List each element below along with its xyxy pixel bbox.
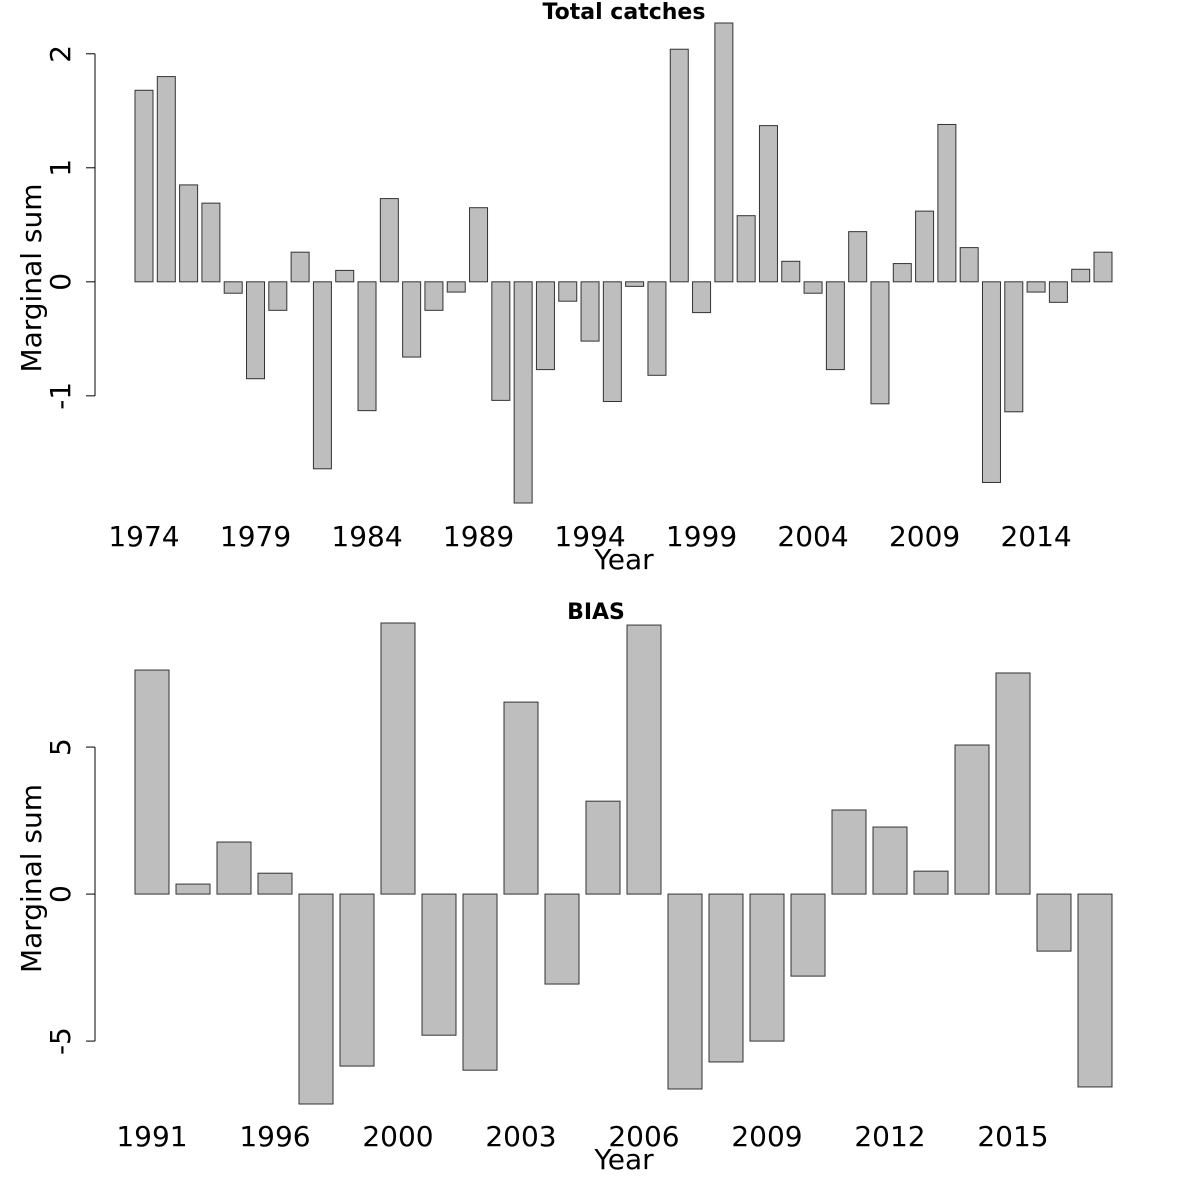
bar [134, 669, 170, 895]
x-tick-label: 1989 [443, 520, 514, 553]
bar [535, 281, 555, 371]
x-axis-label: Year [593, 1143, 654, 1176]
bar [825, 281, 845, 371]
bar [714, 22, 734, 283]
bar [201, 202, 221, 283]
x-tick-label: 1996 [239, 1120, 310, 1153]
x-tick-label: 2009 [731, 1120, 802, 1153]
bar [1048, 281, 1068, 303]
bar [781, 260, 801, 283]
bar [312, 281, 332, 470]
bar [290, 251, 310, 283]
bar [954, 744, 990, 895]
y-tick-label: -5 [44, 1027, 77, 1055]
bar [959, 247, 979, 283]
y-tick-label: 0 [44, 273, 77, 291]
bar [298, 893, 334, 1105]
bar [831, 809, 867, 895]
bar [246, 281, 266, 380]
chart-title: BIAS [567, 600, 625, 625]
x-tick-label: 1984 [331, 520, 402, 553]
bar [1004, 281, 1024, 413]
bar [179, 184, 199, 283]
bar [803, 281, 823, 294]
bar [625, 281, 645, 287]
bar [339, 893, 375, 1067]
bar [462, 893, 498, 1071]
bar [937, 123, 957, 283]
bar [580, 281, 600, 342]
y-tick-label: 5 [44, 738, 77, 756]
bar [915, 210, 935, 283]
x-tick-label: 2004 [777, 520, 848, 553]
bar [469, 207, 489, 283]
bar [558, 281, 578, 302]
x-tick-label: 2009 [889, 520, 960, 553]
chart-title: Total catches [543, 0, 706, 25]
bar [749, 893, 785, 1042]
x-tick-label: 2003 [485, 1120, 556, 1153]
bar [335, 269, 355, 283]
bar [257, 872, 293, 895]
x-tick-label: 2014 [1000, 520, 1071, 553]
bar [491, 281, 511, 401]
bar [544, 893, 580, 985]
bar [1026, 281, 1046, 293]
bar [223, 281, 243, 294]
bar [913, 870, 949, 895]
bar [1071, 268, 1091, 283]
bar [692, 281, 712, 314]
bar [626, 624, 662, 895]
bar [402, 281, 422, 358]
bar [995, 672, 1031, 895]
x-tick-label: 1999 [666, 520, 737, 553]
bar [156, 76, 176, 283]
bar [446, 281, 466, 293]
x-tick-label: 2015 [977, 1120, 1048, 1153]
y-tick-label: 1 [44, 159, 77, 177]
bar [892, 263, 912, 283]
x-tick-label: 2012 [854, 1120, 925, 1153]
bar [736, 215, 756, 283]
bar [708, 893, 744, 1063]
x-tick-label: 1991 [116, 1120, 187, 1153]
bar [513, 281, 533, 504]
y-tick-label: 2 [44, 45, 77, 63]
x-tick-label: 2000 [362, 1120, 433, 1153]
bar [585, 800, 621, 895]
bar [380, 622, 416, 895]
bar [790, 893, 826, 977]
x-tick-label: 1994 [554, 520, 625, 553]
bar [216, 841, 252, 895]
x-tick-label: 2006 [608, 1120, 679, 1153]
bar [848, 231, 868, 283]
bar [1036, 893, 1072, 952]
bar [669, 48, 689, 283]
y-axis-label: Marginal sum [15, 784, 48, 973]
bar [503, 701, 539, 895]
bar [872, 826, 908, 895]
bar [175, 883, 211, 895]
bar [981, 281, 1001, 483]
bar [1077, 893, 1113, 1088]
bar [602, 281, 622, 403]
bar [421, 893, 457, 1036]
y-tick-label: 0 [44, 885, 77, 903]
bar [424, 281, 444, 311]
bar [134, 89, 154, 283]
bar [667, 893, 703, 1090]
bar [758, 125, 778, 283]
bar [1093, 251, 1113, 283]
bar [268, 281, 288, 311]
bar [870, 281, 890, 405]
y-tick-label: -1 [44, 382, 77, 410]
bar [357, 281, 377, 412]
bar [647, 281, 667, 376]
x-tick-label: 1979 [220, 520, 291, 553]
y-axis-label: Marginal sum [15, 183, 48, 372]
x-tick-label: 1974 [108, 520, 179, 553]
x-axis-label: Year [593, 543, 654, 576]
bar [379, 198, 399, 283]
